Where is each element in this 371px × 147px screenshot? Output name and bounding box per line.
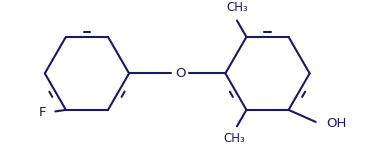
Text: CH₃: CH₃: [226, 1, 248, 14]
Text: F: F: [39, 106, 46, 119]
Text: O: O: [175, 67, 186, 80]
Text: CH₃: CH₃: [223, 132, 245, 145]
Text: OH: OH: [326, 117, 347, 130]
